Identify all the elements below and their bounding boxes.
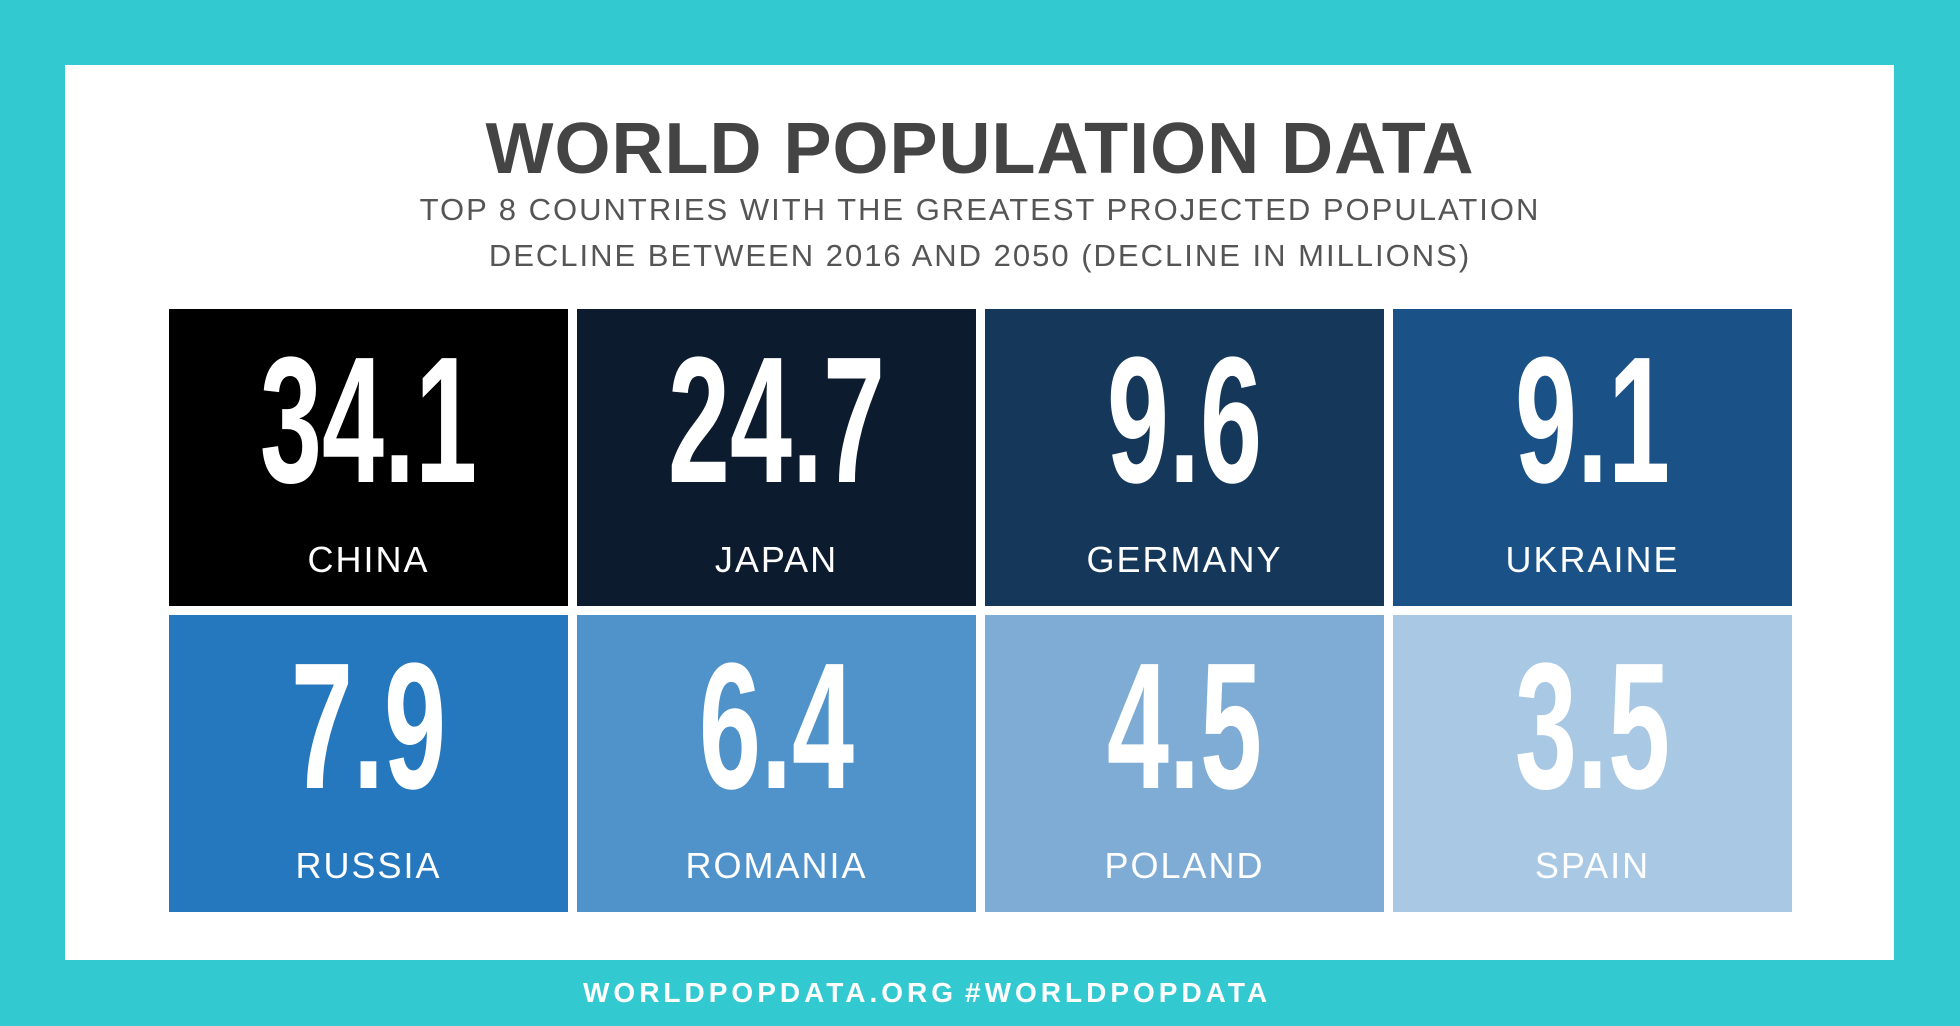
tile-label: UKRAINE: [1505, 539, 1680, 580]
subtitle: TOP 8 COUNTRIES WITH THE GREATEST PROJEC…: [419, 192, 1541, 227]
tile-value: 34.1: [259, 320, 478, 521]
footer-link[interactable]: WORLDPOPDATA.ORG: [583, 977, 958, 1008]
tile-value: 6.4: [698, 626, 855, 827]
tile: 4.5 POLAND: [985, 615, 1384, 912]
tile-value: 24.7: [667, 320, 886, 521]
footer-hashtag: #WORLDPOPDATA: [965, 977, 1272, 1008]
tile-value: 7.9: [290, 626, 447, 827]
tile-label: RUSSIA: [295, 845, 442, 886]
tile-label: ROMANIA: [685, 845, 868, 886]
tile: 9.6 GERMANY: [985, 309, 1384, 606]
tile-value: 9.1: [1514, 320, 1671, 521]
tile: 7.9 RUSSIA: [169, 615, 568, 912]
tile-label: POLAND: [1104, 845, 1265, 886]
subtitle: DECLINE BETWEEN 2016 AND 2050 (DECLINE I…: [488, 238, 1472, 273]
tile-value: 9.6: [1106, 320, 1263, 521]
tile-value: 4.5: [1106, 626, 1263, 827]
tile-value: 3.5: [1514, 626, 1671, 827]
tile: 3.5 SPAIN: [1393, 615, 1792, 912]
tile-label: JAPAN: [714, 539, 839, 580]
tile: 9.1 UKRAINE: [1393, 309, 1792, 606]
tile-label: SPAIN: [1534, 845, 1651, 886]
tile: 34.1 CHINA: [169, 309, 568, 606]
tile: 24.7 JAPAN: [577, 309, 976, 606]
tile-label: GERMANY: [1086, 539, 1283, 580]
tile-label: CHINA: [307, 539, 430, 580]
tile: 6.4 ROMANIA: [577, 615, 976, 912]
title: WORLD POPULATION DATA: [485, 109, 1475, 189]
